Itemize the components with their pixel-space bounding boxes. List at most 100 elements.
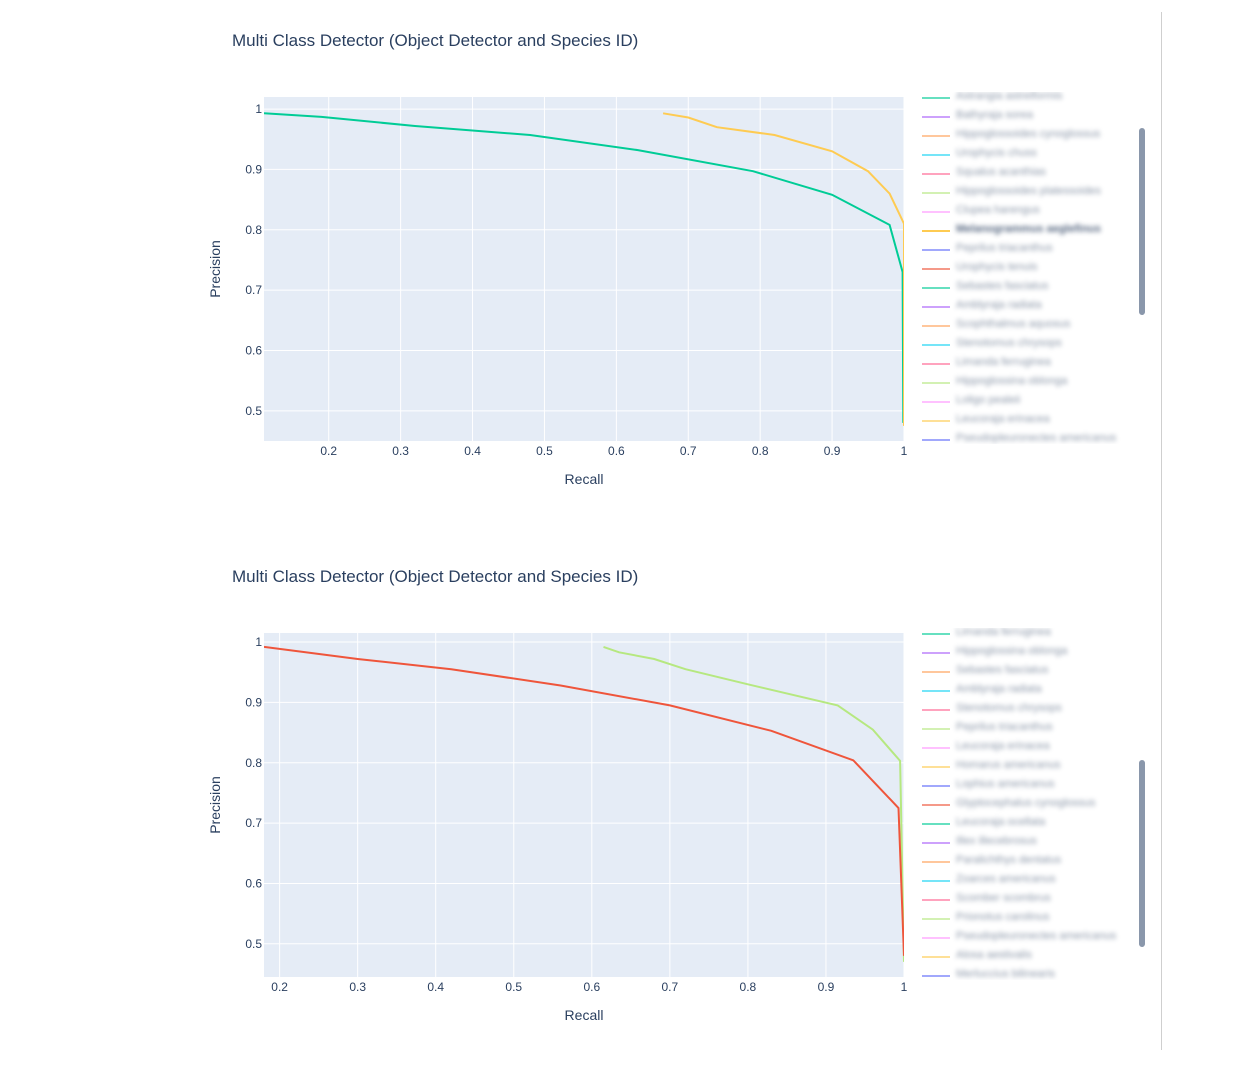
legend-label: Stenotomus chrysops xyxy=(956,702,1062,714)
plot-background xyxy=(264,633,904,977)
legend-item[interactable]: Hippoglossoides platessoides xyxy=(918,183,1138,202)
legend-item[interactable]: Amblyraja radiata xyxy=(918,297,1138,316)
legend-item[interactable]: Peprilus triacanthus xyxy=(918,240,1138,259)
legend-label: Limanda ferruginea xyxy=(956,628,1051,638)
legend[interactable]: Limanda ferruginea Hippoglossina oblonga S… xyxy=(918,628,1138,980)
legend-item[interactable]: Hippoglossina oblonga xyxy=(918,643,1138,662)
legend-item[interactable]: Leucoraja erinacea xyxy=(918,411,1138,430)
x-tick-label: 0.4 xyxy=(464,444,481,458)
y-axis-title: Precision xyxy=(207,776,223,834)
y-tick-label: 0.8 xyxy=(245,223,262,237)
legend-item[interactable]: Prionotus carolinus xyxy=(918,909,1138,928)
legend-swatch xyxy=(922,899,950,901)
legend-item[interactable]: Glyptocephalus cynoglossus xyxy=(918,795,1138,814)
legend-label: Prionotus carolinus xyxy=(956,911,1050,923)
legend-item[interactable]: Paralichthys dentatus xyxy=(918,852,1138,871)
legend-item[interactable]: Sebastes fasciatus xyxy=(918,662,1138,681)
page-divider xyxy=(1161,12,1162,1050)
legend-item[interactable]: Melanogrammus aeglefinus xyxy=(918,221,1138,240)
legend-label: Lophius americanus xyxy=(956,778,1055,790)
legend-swatch xyxy=(922,785,950,787)
legend-swatch xyxy=(922,804,950,806)
legend-label: Limanda ferruginea xyxy=(956,356,1051,368)
legend-item[interactable]: Peprilus triacanthus xyxy=(918,719,1138,738)
legend-label: Scomber scombrus xyxy=(956,892,1051,904)
legend-item[interactable]: Zoarces americanus xyxy=(918,871,1138,890)
legend-label: Alosa aestivalis xyxy=(956,949,1032,961)
legend-item[interactable]: Bathyraja sorea xyxy=(918,107,1138,126)
legend-swatch xyxy=(922,268,950,270)
x-tick-label: 0.8 xyxy=(740,980,757,994)
y-tick-label: 0.7 xyxy=(245,816,262,830)
legend-label: Scophthalmus aquosus xyxy=(956,318,1071,330)
legend-swatch xyxy=(922,192,950,194)
legend-label: Sebastes fasciatus xyxy=(956,280,1049,292)
legend-swatch xyxy=(922,287,950,289)
legend-swatch xyxy=(922,344,950,346)
legend-item[interactable]: Alosa aestivalis xyxy=(918,947,1138,966)
legend-label: Peprilus triacanthus xyxy=(956,242,1053,254)
legend-swatch xyxy=(922,747,950,749)
y-tick-label: 0.5 xyxy=(245,404,262,418)
legend-swatch xyxy=(922,842,950,844)
x-tick-label: 0.7 xyxy=(680,444,697,458)
legend-item[interactable]: Limanda ferruginea xyxy=(918,354,1138,373)
legend-item[interactable]: Merluccius bilinearis xyxy=(918,966,1138,980)
legend-item[interactable]: Pseudopleuronectes americanus xyxy=(918,928,1138,947)
legend-item[interactable]: Hippoglossina oblonga xyxy=(918,373,1138,392)
series-line xyxy=(662,112,904,426)
x-axis-title: Recall xyxy=(565,1007,604,1023)
legend-label: Illex illecebrosus xyxy=(956,835,1037,847)
legend-swatch xyxy=(922,823,950,825)
legend-item[interactable]: Pseudopleuronectes americanus xyxy=(918,430,1138,444)
legend-item[interactable]: Stenotomus chrysops xyxy=(918,700,1138,719)
legend-swatch xyxy=(922,97,950,99)
legend-swatch xyxy=(922,306,950,308)
legend-swatch xyxy=(922,633,950,635)
legend-item[interactable]: Leucoraja erinacea xyxy=(918,738,1138,757)
legend-label: Zoarces americanus xyxy=(956,873,1056,885)
legend[interactable]: Astrangia astreiformis Bathyraja sorea Hip… xyxy=(918,92,1138,444)
legend-item[interactable]: Homarus americanus xyxy=(918,757,1138,776)
legend-item[interactable]: Scomber scombrus xyxy=(918,890,1138,909)
legend-label: Leucoraja erinacea xyxy=(956,413,1050,425)
legend-item[interactable]: Stenotomus chrysops xyxy=(918,335,1138,354)
legend-item[interactable]: Lophius americanus xyxy=(918,776,1138,795)
legend-item[interactable]: Illex illecebrosus xyxy=(918,833,1138,852)
legend-item[interactable]: Urophycis chuss xyxy=(918,145,1138,164)
x-tick-label: 0.5 xyxy=(536,444,553,458)
legend-item[interactable]: Loligo pealeii xyxy=(918,392,1138,411)
legend-scrollbar[interactable] xyxy=(1139,128,1145,315)
legend-swatch xyxy=(922,709,950,711)
legend-label: Pseudopleuronectes americanus xyxy=(956,930,1117,942)
plot-background xyxy=(264,97,904,441)
legend-scrollbar[interactable] xyxy=(1139,760,1145,947)
x-tick-label: 0.6 xyxy=(583,980,600,994)
legend-label: Loligo pealeii xyxy=(956,394,1021,406)
series-line xyxy=(264,112,904,423)
legend-item[interactable]: Leucoraja ocellata xyxy=(918,814,1138,833)
legend-item[interactable]: Sebastes fasciatus xyxy=(918,278,1138,297)
legend-label: Paralichthys dentatus xyxy=(956,854,1062,866)
legend-item[interactable]: Scophthalmus aquosus xyxy=(918,316,1138,335)
y-axis-title: Precision xyxy=(207,240,223,298)
x-tick-label: 0.8 xyxy=(752,444,769,458)
legend-label: Urophycis chuss xyxy=(956,147,1037,159)
legend-item[interactable]: Urophycis tenuis xyxy=(918,259,1138,278)
legend-item[interactable]: Amblyraja radiata xyxy=(918,681,1138,700)
x-tick-label: 0.3 xyxy=(349,980,366,994)
plot-area[interactable]: 0.2 0.3 0.4 0.5 0.6 0.7 0.8 0.9 1 0.5 0.6 0.7 0.8 0.9… xyxy=(0,536,918,1066)
plot-area[interactable]: 0.2 0.3 0.4 0.5 0.6 0.7 0.8 0.9 1 0.5 0.6 0.7 0.8 0.9… xyxy=(0,0,918,530)
legend-item[interactable]: Hippoglossoides cynoglossus xyxy=(918,126,1138,145)
legend-item[interactable]: Squalus acanthias xyxy=(918,164,1138,183)
legend-item[interactable]: Clupea harengus xyxy=(918,202,1138,221)
x-tick-label: 0.3 xyxy=(392,444,409,458)
x-tick-label: 0.9 xyxy=(824,444,841,458)
legend-swatch xyxy=(922,116,950,118)
chart-title: Multi Class Detector (Object Detector an… xyxy=(232,31,639,50)
legend-swatch xyxy=(922,173,950,175)
legend-item[interactable]: Astrangia astreiformis xyxy=(918,92,1138,107)
x-tick-label: 1 xyxy=(901,444,908,458)
legend-label: Hippoglossina oblonga xyxy=(956,375,1068,387)
legend-item[interactable]: Limanda ferruginea xyxy=(918,628,1138,643)
